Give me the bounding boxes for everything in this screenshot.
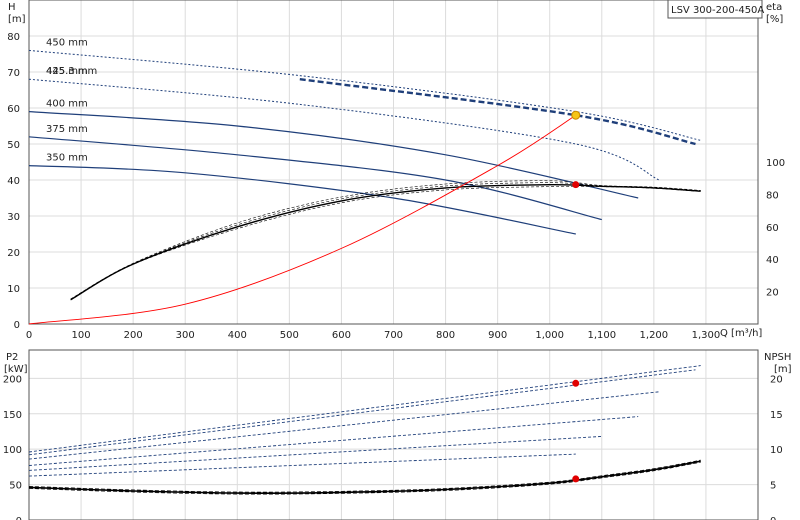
- y-tick-label-left: 30: [7, 212, 20, 223]
- head-curve-label: 375 mm: [46, 124, 88, 135]
- head-curve-label: 425 mm: [46, 66, 88, 77]
- x-tick-label: 1,100: [587, 330, 616, 341]
- y-tick-label-left: 80: [7, 32, 20, 43]
- y-tick-label-right: 40: [766, 255, 779, 266]
- upper-chart: 0 100 200 300 400 500 600 700 800 900 1,000 1,100 1,…: [7, 0, 785, 341]
- npsh-curve-line: [28, 461, 701, 495]
- x-tick-label: 1,300: [692, 330, 721, 341]
- x-tick-label: 600: [332, 330, 351, 341]
- y-tick-label-left: 70: [7, 68, 20, 79]
- y-tick-label-right: 60: [766, 223, 779, 234]
- head-curve-line: [28, 136, 602, 221]
- lower-y-tick-label-right: 15: [770, 410, 783, 421]
- chart-title-box: [667, 0, 763, 19]
- y-tick-label-left: 0: [14, 320, 20, 331]
- upper-y-ticks-left: 0 10 20 30 40 50 60 70 80: [7, 32, 20, 331]
- upper-y-unit-right: [%]: [766, 14, 783, 25]
- head-curve-line: [28, 49, 701, 141]
- lower-y-label-left: P2: [6, 352, 18, 363]
- power-curve-line: [28, 369, 696, 456]
- lower-y-label-right: NPSH: [764, 352, 791, 363]
- efficiency-curve-line: [70, 180, 701, 300]
- x-tick-label: 700: [384, 330, 403, 341]
- x-tick-label: 100: [72, 330, 91, 341]
- lower-plot-frame: [28, 349, 759, 520]
- efficiency-curve-line: [70, 186, 701, 301]
- y-tick-label-right: 20: [766, 288, 779, 299]
- npsh-curve-line: [28, 460, 701, 494]
- y-tick-label-left: 60: [7, 104, 20, 115]
- upper-plot-frame: [28, 0, 759, 325]
- power-curve-line: [28, 391, 660, 460]
- y-tick-label-right: 80: [766, 190, 779, 201]
- y-tick-label-left: 10: [7, 284, 20, 295]
- lower-y-unit-right: [m]: [774, 364, 792, 375]
- upper-y-label-left: H: [8, 2, 16, 13]
- x-tick-label: 1,000: [535, 330, 564, 341]
- lower-y-tick-label-right: 20: [770, 374, 783, 385]
- head-curve-line: [28, 165, 576, 235]
- lower-chart: 0 50 100 150 200 0 5 10 15 20 P2 [kW] NPSH [m]: [3, 349, 792, 520]
- x-tick-label: 400: [228, 330, 247, 341]
- y-tick-label-left: 20: [7, 248, 20, 259]
- x-tick-label: 1,200: [640, 330, 669, 341]
- upper-y-label-right: eta: [766, 2, 782, 13]
- lower-y-tick-label-left: 200: [3, 374, 22, 385]
- lower-y-ticks-right: 0 5 10 15 20: [770, 374, 783, 520]
- lower-y-ticks-left: 0 50 100 150 200: [3, 374, 22, 520]
- lower-y-tick-label-left: 50: [9, 481, 22, 492]
- power-curve-line: [28, 435, 602, 471]
- lower-y-tick-label-left: 100: [3, 445, 22, 456]
- power-curve-line: [28, 453, 576, 477]
- y-tick-label-left: 50: [7, 140, 20, 151]
- upper-series: [28, 49, 701, 325]
- head-curve-line: [28, 78, 660, 181]
- lower-y-tick-label-left: 0: [16, 516, 22, 520]
- upper-x-label: Q [m³/h]: [720, 328, 762, 339]
- x-tick-label: 500: [280, 330, 299, 341]
- head-curve-label: 450 mm: [46, 37, 88, 48]
- upper-y-ticks-right: 20 40 60 80 100: [766, 158, 785, 299]
- upper-grid: [29, 0, 758, 324]
- lower-y-tick-label-left: 150: [3, 410, 22, 421]
- lower-y-tick-label-right: 5: [770, 481, 776, 492]
- lower-series: [28, 365, 701, 495]
- x-tick-label: 900: [488, 330, 507, 341]
- x-tick-label: 200: [124, 330, 143, 341]
- head-curve-line: [299, 78, 696, 146]
- npsh-curve-line: [28, 459, 701, 493]
- duty-point-power-marker: [572, 379, 580, 387]
- power-curve-line: [28, 416, 639, 466]
- y-tick-label-left: 40: [7, 176, 20, 187]
- head-curve-label: 400 mm: [46, 99, 88, 110]
- head-curve-label: 350 mm: [46, 153, 88, 164]
- x-tick-label: 800: [436, 330, 455, 341]
- efficiency-curve-line: [70, 183, 701, 301]
- lower-y-tick-label-right: 10: [770, 445, 783, 456]
- system-curve-line: [28, 114, 577, 325]
- lower-y-unit-left: [kW]: [4, 364, 28, 375]
- x-tick-label: 0: [26, 330, 32, 341]
- lower-y-tick-label-right: 0: [770, 516, 776, 520]
- duty-point-eta-marker: [572, 181, 580, 189]
- upper-x-ticks: 0 100 200 300 400 500 600 700 800 900 1,000 1,100 1,…: [26, 330, 720, 341]
- x-tick-label: 300: [176, 330, 195, 341]
- upper-y-unit-left: [m]: [8, 14, 26, 25]
- duty-point-head-marker: [571, 110, 581, 120]
- efficiency-curve-line: [70, 182, 701, 300]
- head-curve-line: [28, 111, 639, 199]
- power-curve-line: [28, 365, 701, 453]
- y-tick-label-right: 100: [766, 158, 785, 169]
- lower-grid: [29, 350, 758, 520]
- chart-title: LSV 300-200-450A: [671, 5, 764, 16]
- head-curve-label: 445.3 mm: [46, 66, 97, 77]
- duty-point-npsh-marker: [572, 475, 580, 483]
